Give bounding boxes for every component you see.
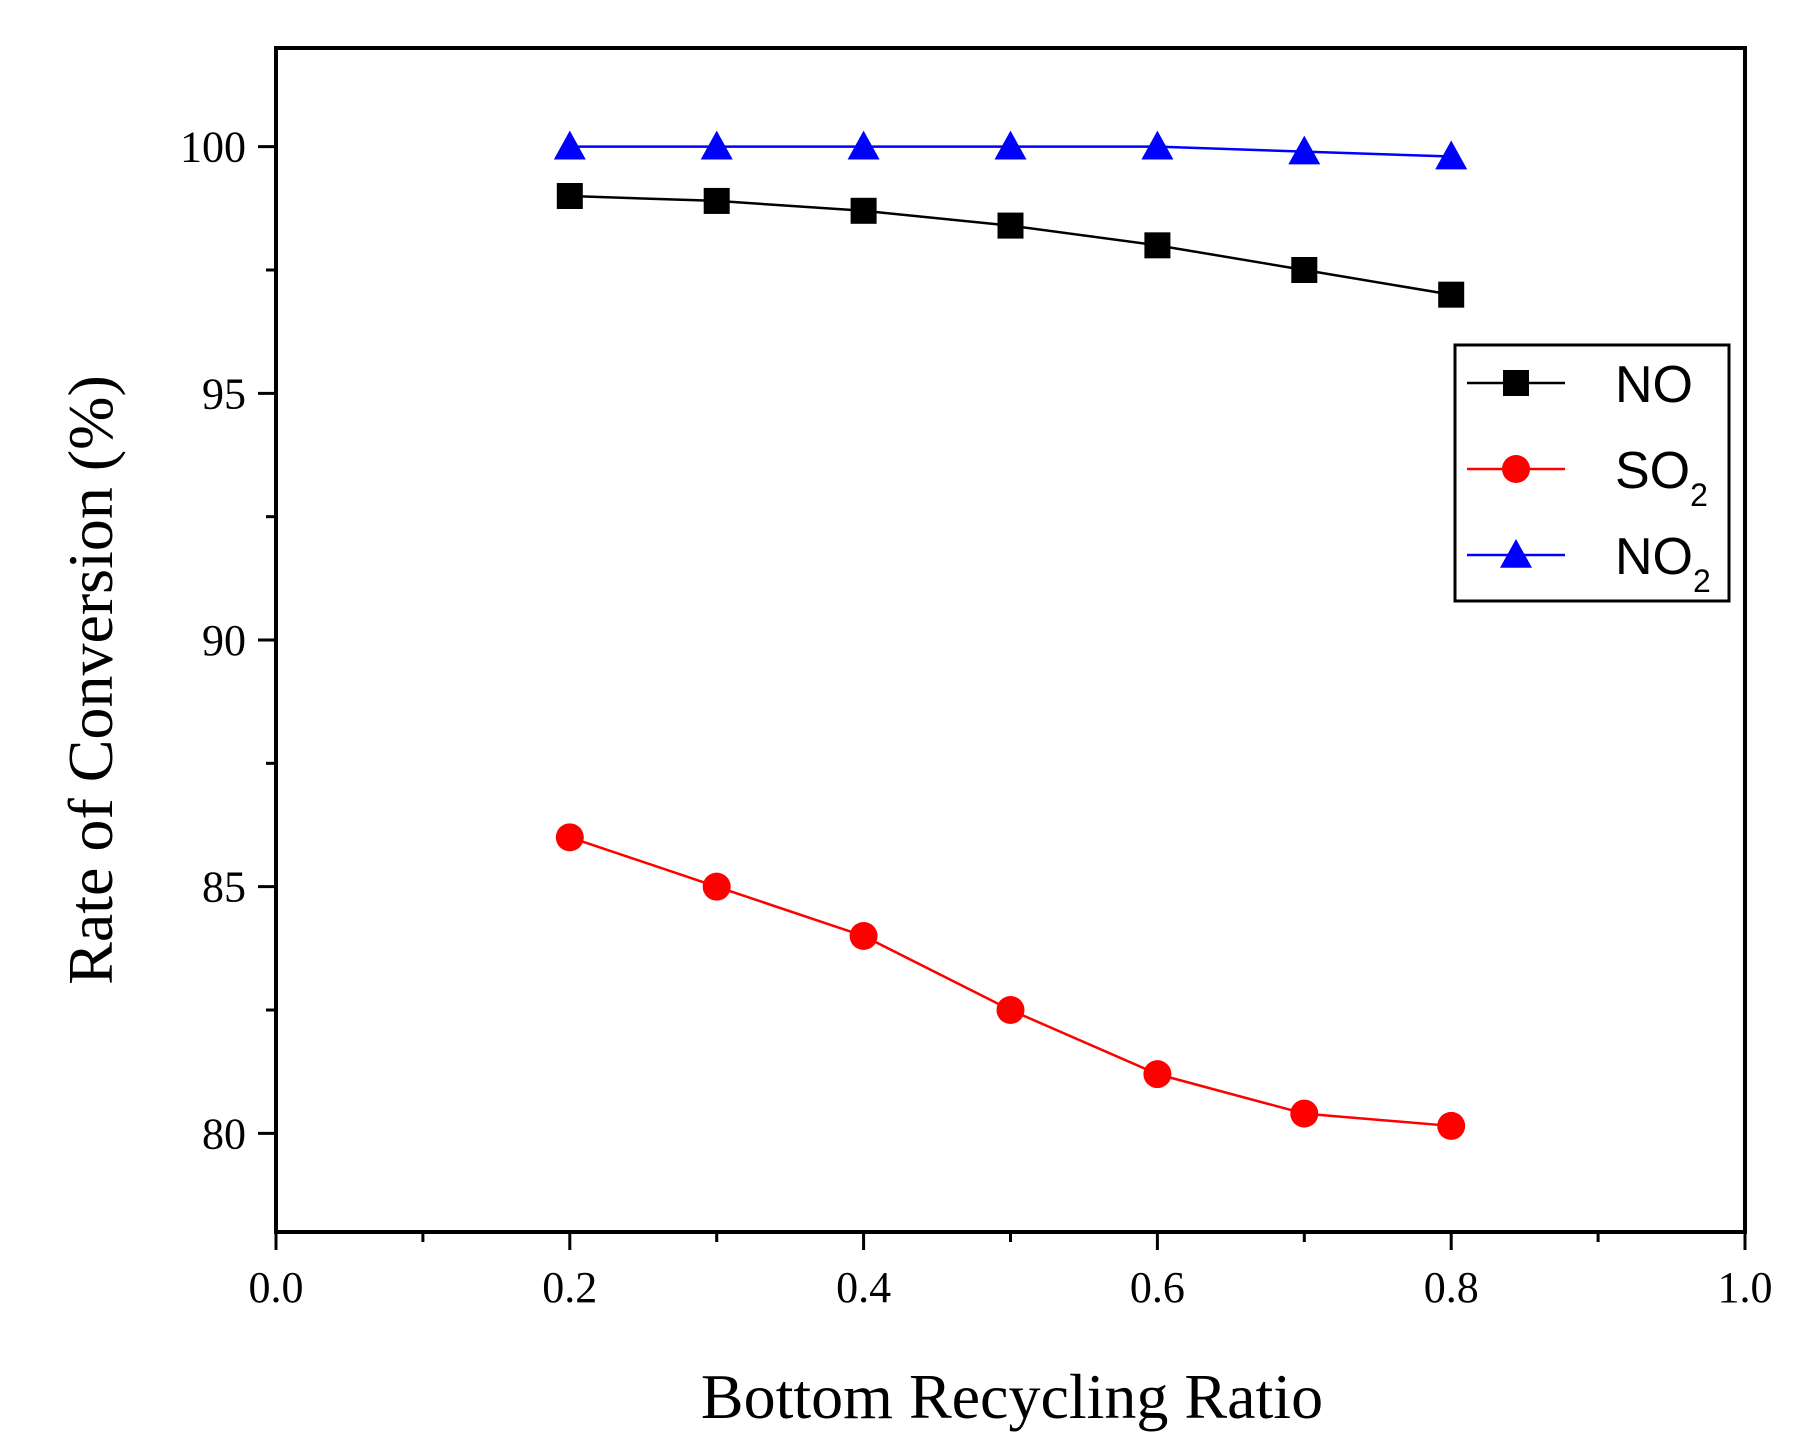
y-tick-label: 90 — [202, 616, 246, 665]
data-point-no2 — [1288, 135, 1321, 165]
data-point-no2 — [553, 130, 586, 160]
y-tick-label: 80 — [202, 1109, 246, 1158]
legend-label-no2-main: NO — [1615, 528, 1693, 586]
y-tick-label: 100 — [180, 123, 246, 172]
data-point-so2 — [1143, 1060, 1172, 1089]
x-tick-label: 0.2 — [542, 1263, 597, 1312]
data-point-no2 — [994, 130, 1027, 160]
legend-box — [1453, 343, 1731, 603]
data-point-so2 — [849, 922, 878, 950]
data-point-no — [850, 197, 877, 224]
legend-label-so2-main: SO — [1615, 442, 1690, 500]
x-tick-label: 0.8 — [1424, 1263, 1479, 1312]
data-point-so2 — [1290, 1099, 1319, 1128]
data-point-no — [1291, 257, 1318, 283]
legend-label-no2-subscript: 2 — [1693, 563, 1711, 599]
ticks-layer: 0.0 0.2 0.4 0.6 0.8 1.0 80 85 90 95 100 — [180, 123, 1773, 1312]
legend-label-no: NO — [1615, 356, 1693, 414]
legend-label-so2-subscript: 2 — [1690, 477, 1708, 513]
legend-marker-so2 — [1502, 455, 1530, 483]
legend-marker-no2 — [1500, 539, 1532, 568]
y-tick-label: 95 — [202, 369, 246, 418]
data-point-no — [556, 183, 583, 209]
x-tick-label: 0.6 — [1130, 1263, 1185, 1312]
x-tick-label: 0.0 — [249, 1263, 304, 1312]
data-point-so2 — [996, 996, 1025, 1024]
data-point-no2 — [1435, 140, 1468, 170]
data-point-no — [1438, 281, 1465, 308]
data-point-no — [1144, 232, 1171, 259]
data-point-no — [997, 212, 1024, 239]
y-tick-label: 85 — [202, 863, 246, 912]
data-point-so2 — [702, 872, 731, 901]
data-point-no2 — [700, 130, 733, 160]
data-point-no — [703, 187, 730, 214]
data-point-so2 — [555, 823, 584, 852]
legend-label-no-main: NO — [1615, 356, 1693, 414]
data-point-no2 — [847, 130, 880, 160]
series-layer — [553, 130, 1468, 1140]
x-axis-title: Bottom Recycling Ratio — [701, 1361, 1323, 1432]
data-point-so2 — [1437, 1111, 1466, 1140]
data-point-no2 — [1141, 130, 1174, 160]
x-tick-label: 1.0 — [1718, 1263, 1773, 1312]
legend-label-no2: NO2 — [1615, 528, 1711, 599]
legend-marker-no — [1503, 370, 1529, 396]
y-axis-title: Rate of Conversion (%) — [55, 375, 126, 985]
legend-label-so2: SO2 — [1615, 442, 1708, 513]
x-tick-label: 0.4 — [836, 1263, 891, 1312]
